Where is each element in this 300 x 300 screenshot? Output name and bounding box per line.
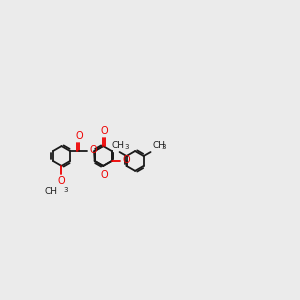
Text: O: O <box>100 170 108 180</box>
Text: O: O <box>100 126 108 136</box>
Text: O: O <box>89 146 97 155</box>
Text: CH: CH <box>44 187 58 196</box>
Text: 3: 3 <box>161 144 166 150</box>
Text: 3: 3 <box>64 187 68 193</box>
Text: CH: CH <box>112 141 124 150</box>
Text: 3: 3 <box>124 144 129 150</box>
Text: O: O <box>75 130 83 140</box>
Text: O: O <box>58 176 65 186</box>
Text: CH: CH <box>152 141 165 150</box>
Text: O: O <box>122 155 130 165</box>
